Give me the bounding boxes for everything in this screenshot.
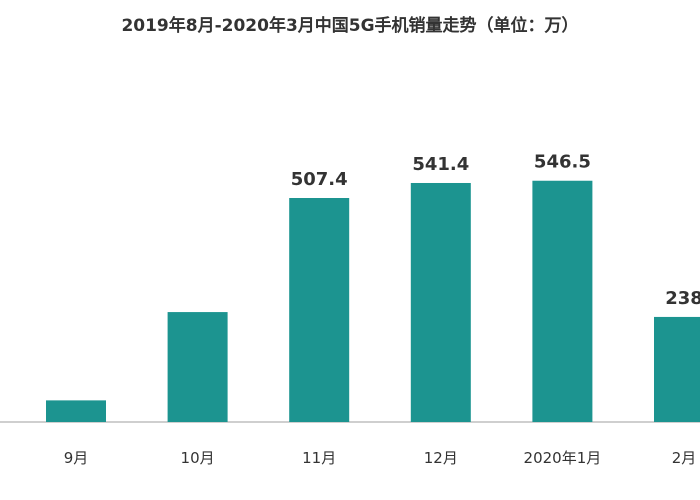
bar [46, 400, 106, 422]
bar [289, 198, 350, 422]
chart-title: 2019年8月-2020年3月中国5G手机销量走势（单位：万） [121, 16, 579, 36]
x-tick-label: 10月 [181, 449, 215, 467]
bar [532, 180, 593, 422]
x-tick-label: 2月 [672, 449, 697, 467]
data-label: 541.4 [412, 154, 469, 175]
x-tick-label: 12月 [424, 449, 458, 467]
bar [410, 182, 471, 422]
data-label: 546.5 [534, 152, 591, 173]
x-tick-label: 11月 [302, 449, 336, 467]
data-label: 507.4 [291, 169, 348, 190]
bar [654, 316, 700, 422]
bar [167, 312, 228, 422]
data-label: 238 [665, 288, 700, 309]
x-tick-label: 2020年1月 [524, 449, 602, 467]
x-tick-label: 9月 [64, 449, 89, 467]
